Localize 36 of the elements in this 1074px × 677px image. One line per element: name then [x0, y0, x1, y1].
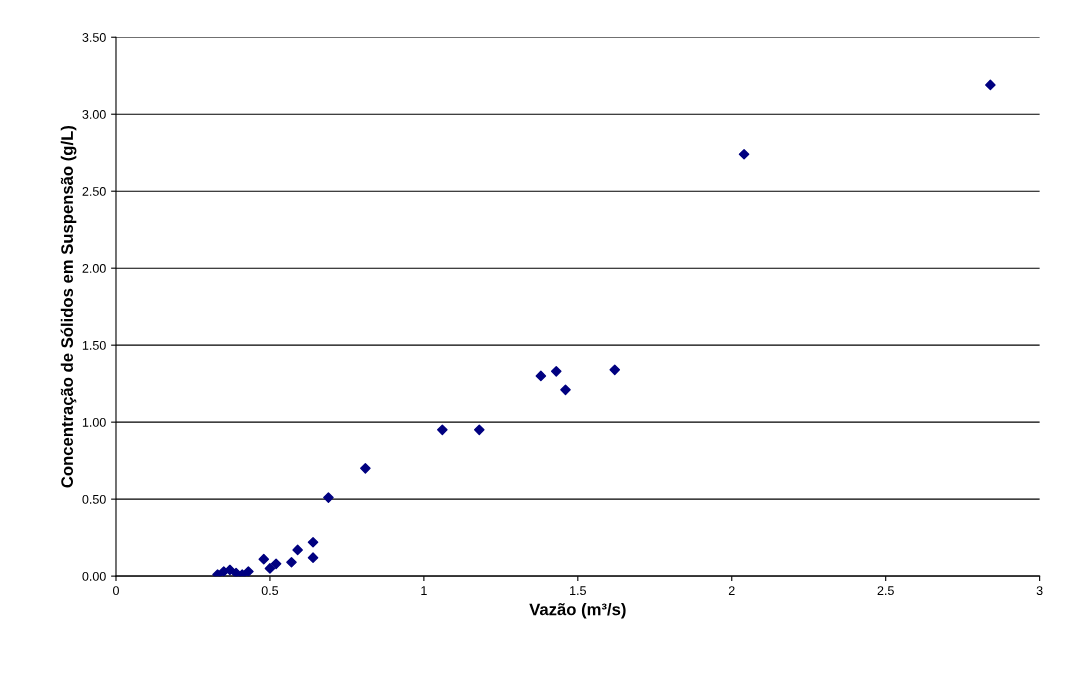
- point: [264, 563, 276, 574]
- y-tick-label: 0.00: [82, 571, 106, 581]
- y-tick-label: 3.00: [82, 110, 106, 119]
- point: [212, 569, 223, 577]
- x-tick-label: 3: [1036, 586, 1043, 596]
- point: [985, 79, 996, 91]
- point: [292, 544, 303, 556]
- x-tick-label: 1.5: [570, 586, 586, 596]
- point: [258, 553, 270, 565]
- point: [270, 558, 282, 570]
- point: [243, 566, 254, 577]
- point: [550, 366, 562, 377]
- y-tick-label: 2.50: [82, 187, 106, 196]
- point: [360, 463, 371, 474]
- y-tick-label: 1.50: [82, 340, 106, 350]
- point: [307, 552, 319, 563]
- point: [473, 424, 485, 436]
- point: [535, 370, 547, 382]
- x-tick-label: 0: [113, 586, 119, 596]
- point: [323, 492, 334, 503]
- point: [307, 536, 319, 548]
- point: [738, 148, 750, 160]
- x-tick-label: 2.5: [877, 586, 894, 596]
- point: [286, 556, 297, 568]
- y-tick-label: 3.50: [82, 33, 106, 42]
- y-tick-label: 0.50: [82, 494, 106, 504]
- x-tick-label: 1: [421, 586, 427, 595]
- x-tick-label: 2: [728, 586, 735, 595]
- y-tick-label: 1.00: [82, 417, 106, 427]
- point: [560, 384, 571, 396]
- y-tick-label: 2.00: [82, 263, 106, 273]
- point: [437, 424, 448, 436]
- point: [609, 364, 621, 376]
- y-axis-title: Concentração de Sólidos em Suspensão (g/L): [60, 125, 77, 488]
- x-axis-title: Vazão (m³/s): [529, 603, 626, 619]
- x-tick-label: 0.5: [261, 586, 279, 596]
